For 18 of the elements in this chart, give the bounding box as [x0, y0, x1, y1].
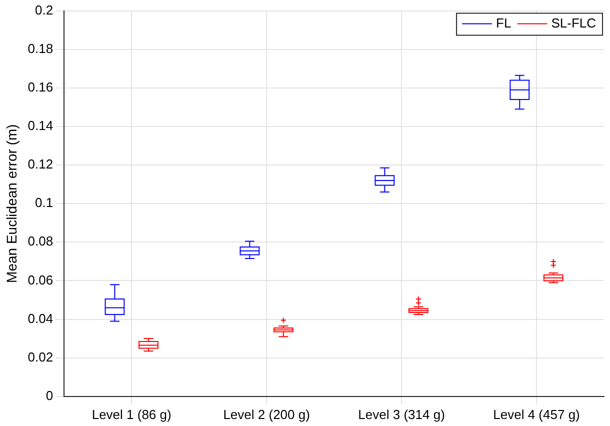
legend-label: FL	[496, 15, 512, 30]
y-axis-title: Mean Euclidean error (m)	[3, 124, 20, 283]
legend-label: SL-FLC	[551, 15, 596, 30]
y-tick-label: 0.2	[35, 2, 54, 18]
y-tick-label: 0.06	[28, 272, 54, 288]
y-tick-label: 0.1	[35, 195, 54, 210]
x-tick-label: Level 4 (457 g)	[493, 406, 580, 422]
y-tick-label: 0.18	[28, 40, 54, 56]
y-tick-label: 0.04	[28, 310, 54, 326]
x-tick-label: Level 3 (314 g)	[358, 406, 445, 422]
y-tick-label: 0	[46, 388, 54, 403]
x-tick-label: Level 2 (200 g)	[223, 406, 310, 422]
y-tick-label: 0.16	[28, 80, 54, 94]
y-tick-label: 0.02	[28, 349, 54, 364]
y-tick-label: 0.08	[28, 234, 54, 249]
y-tick-label: 0.14	[28, 118, 54, 134]
y-tick-label: 0.12	[28, 156, 54, 172]
x-tick-label: Level 1 (86 g)	[92, 406, 172, 422]
